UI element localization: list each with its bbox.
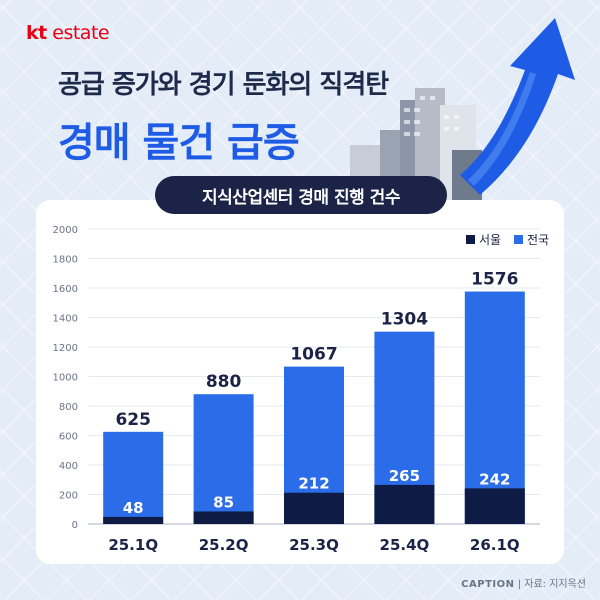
x-tick-label: 25.1Q [108, 536, 158, 554]
data-label-seoul: 85 [213, 493, 234, 511]
data-label-seoul: 242 [479, 470, 510, 488]
y-tick-label: 800 [59, 402, 78, 413]
data-label-national: 1576 [471, 270, 518, 290]
x-tick-label: 25.3Q [289, 536, 339, 554]
y-tick-label: 1400 [53, 314, 78, 325]
logo-kt: kt [26, 22, 47, 44]
data-label-national: 880 [206, 372, 242, 392]
footer-caption: CAPTION | 자료: 지지옥션 [461, 575, 586, 590]
bar-seoul [284, 492, 344, 524]
bar-seoul [464, 488, 525, 524]
y-tick-label: 400 [59, 461, 78, 472]
y-tick-label: 2000 [53, 225, 78, 236]
bar-seoul [193, 511, 254, 524]
y-tick-label: 0 [72, 520, 78, 531]
legend-label: 전국 [527, 233, 549, 247]
bar-seoul [374, 484, 435, 524]
bar-national [103, 431, 164, 524]
data-label-seoul: 212 [298, 475, 329, 493]
legend-label: 서울 [479, 233, 501, 247]
data-label-national: 1067 [290, 345, 337, 365]
bar-national [193, 394, 254, 524]
chart-title: 지식산업센터 경매 진행 건수 [155, 176, 447, 214]
bar-national [464, 291, 525, 524]
y-tick-label: 1200 [53, 343, 78, 354]
x-tick-label: 26.1Q [470, 536, 520, 554]
data-label-seoul: 265 [389, 467, 420, 485]
headline-subtitle: 공급 증가와 경기 둔화의 직격탄 [58, 70, 389, 100]
logo-estate: estate [52, 22, 110, 44]
y-tick-label: 1000 [53, 373, 78, 384]
x-tick-label: 25.2Q [199, 536, 249, 554]
y-tick-label: 600 [59, 432, 78, 443]
data-label-national: 625 [115, 410, 151, 430]
caption-brand: CAPTION [461, 579, 515, 590]
y-tick-label: 200 [59, 491, 78, 502]
legend-swatch [466, 235, 475, 244]
legend-swatch [514, 235, 523, 244]
bar-seoul [103, 516, 164, 524]
kt-estate-logo: kt estate [26, 22, 110, 44]
x-tick-label: 25.4Q [380, 536, 430, 554]
data-source: 자료: 지지옥션 [524, 579, 586, 590]
y-tick-label: 1600 [53, 284, 78, 295]
caption-separator: | [517, 579, 522, 590]
y-tick-label: 1800 [53, 255, 78, 266]
data-label-seoul: 48 [123, 499, 144, 517]
data-label-national: 1304 [381, 310, 428, 330]
headline-title: 경매 물건 급증 [58, 120, 300, 166]
